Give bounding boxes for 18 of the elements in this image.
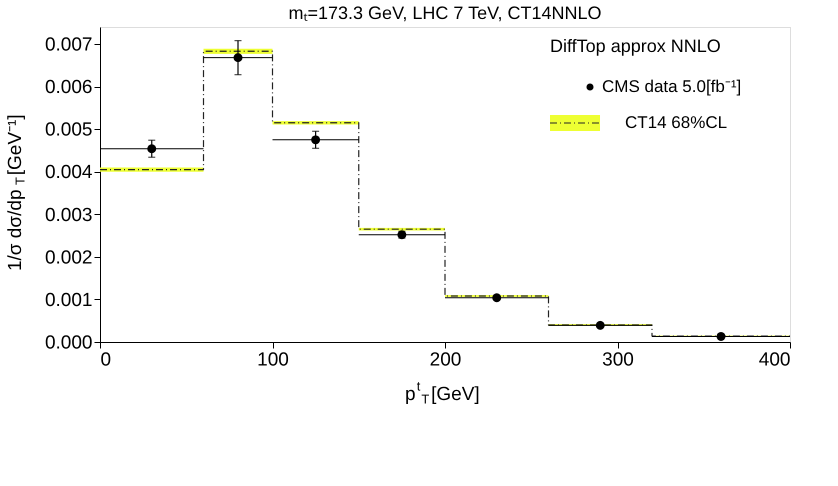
y-tick-label: 0.005 — [44, 120, 92, 141]
x-tick-label: 200 — [430, 350, 462, 370]
x-tick-label: 300 — [602, 350, 634, 370]
x-tick-label: 400 — [758, 350, 790, 370]
x-tick-label: 100 — [257, 350, 289, 370]
legend-label: CMS data 5.0[fb⁻¹] — [602, 77, 742, 96]
y-tick-label: 0.004 — [44, 162, 93, 184]
legend-label: CT14 68%CL — [625, 113, 728, 132]
y-tick-label: 0.000 — [44, 332, 92, 354]
y-tick-label: 0.002 — [44, 247, 92, 268]
x-tick-label: 0 — [100, 350, 112, 370]
y-axis-title: 1/σ dσ/dpT[GeV⁻¹] — [5, 114, 28, 272]
y-tick-label: 0.001 — [44, 290, 92, 311]
y-tick-label: 0.007 — [44, 34, 92, 56]
chart-title: mₜ=173.3 GeV, LHC 7 TeV, CT14NNLO — [288, 3, 602, 23]
y-tick-label: 0.006 — [44, 77, 92, 98]
y-tick-label: 0.003 — [44, 204, 92, 226]
legend-title: DiffTop approx NNLO — [550, 36, 721, 56]
